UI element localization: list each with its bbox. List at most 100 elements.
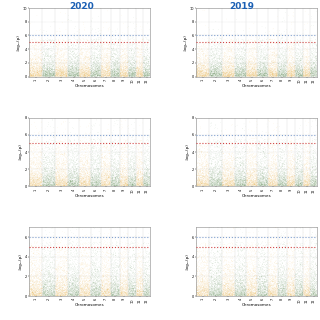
Point	[242, 290, 247, 295]
Point	[129, 288, 134, 293]
Point	[308, 46, 313, 52]
Point	[244, 280, 249, 285]
Point	[104, 289, 109, 294]
Point	[108, 66, 113, 71]
Point	[52, 279, 58, 284]
Point	[103, 286, 108, 291]
Point	[276, 290, 281, 295]
Point	[29, 73, 34, 78]
Point	[81, 267, 86, 272]
Point	[267, 180, 272, 186]
Point	[131, 71, 136, 76]
Point	[127, 288, 132, 293]
Point	[228, 40, 233, 45]
Point	[244, 264, 249, 269]
Point	[233, 179, 238, 184]
Point	[273, 57, 278, 62]
Point	[143, 292, 148, 297]
Point	[242, 264, 247, 269]
Point	[204, 182, 209, 187]
Point	[276, 67, 281, 72]
Point	[249, 54, 254, 60]
Point	[194, 179, 199, 184]
Point	[229, 68, 234, 73]
Point	[136, 43, 141, 48]
Point	[281, 164, 286, 169]
Point	[239, 288, 244, 293]
Point	[44, 183, 49, 188]
Point	[87, 179, 92, 184]
Point	[238, 42, 243, 47]
Point	[207, 68, 212, 73]
Point	[265, 287, 270, 292]
Point	[113, 253, 118, 258]
Point	[51, 73, 56, 78]
Point	[132, 52, 137, 57]
Point	[75, 74, 80, 79]
Point	[67, 257, 72, 262]
Point	[69, 292, 74, 297]
Point	[60, 68, 65, 74]
Point	[99, 180, 104, 185]
Point	[113, 275, 118, 280]
Point	[45, 53, 50, 59]
Point	[63, 27, 68, 32]
Point	[36, 50, 42, 55]
Point	[36, 178, 41, 183]
Point	[86, 47, 91, 52]
Point	[279, 274, 284, 279]
Point	[86, 73, 91, 78]
Point	[305, 277, 310, 283]
Point	[287, 240, 292, 245]
Point	[129, 280, 134, 285]
Point	[310, 72, 315, 77]
Point	[119, 290, 124, 295]
Point	[86, 182, 92, 187]
Point	[293, 287, 298, 292]
Point	[35, 72, 40, 77]
Point	[242, 60, 247, 65]
Point	[53, 183, 58, 188]
Point	[303, 179, 308, 184]
Point	[46, 49, 51, 54]
Point	[306, 69, 311, 74]
Point	[75, 277, 80, 283]
Point	[263, 276, 268, 281]
Point	[52, 284, 57, 289]
Point	[276, 155, 281, 160]
Point	[81, 292, 86, 297]
Point	[290, 280, 295, 285]
Point	[75, 254, 80, 259]
Point	[105, 183, 110, 188]
Point	[132, 181, 138, 187]
Point	[63, 60, 68, 65]
Point	[231, 181, 236, 186]
Point	[98, 291, 103, 296]
Point	[298, 279, 303, 284]
Point	[84, 52, 89, 57]
Point	[215, 180, 220, 185]
Point	[237, 58, 242, 63]
Point	[278, 183, 284, 188]
Point	[131, 68, 136, 73]
Point	[222, 163, 228, 168]
Point	[33, 162, 38, 167]
Point	[237, 69, 242, 74]
Point	[50, 59, 55, 64]
Point	[239, 171, 244, 176]
Point	[80, 70, 85, 76]
Point	[54, 174, 59, 179]
Point	[199, 74, 204, 79]
Point	[195, 183, 200, 188]
Point	[101, 57, 106, 62]
Point	[240, 183, 245, 188]
Point	[90, 181, 95, 187]
Point	[119, 67, 124, 72]
Point	[195, 55, 200, 60]
Point	[40, 286, 45, 291]
Point	[137, 69, 142, 74]
Point	[238, 160, 244, 165]
Point	[268, 277, 273, 282]
Point	[227, 284, 232, 290]
Point	[301, 73, 306, 78]
